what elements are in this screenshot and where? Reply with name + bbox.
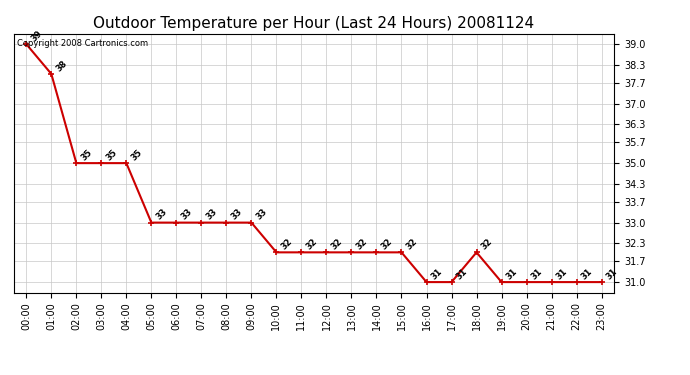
Text: 33: 33 (254, 207, 268, 222)
Text: 31: 31 (504, 267, 519, 281)
Text: 38: 38 (54, 58, 68, 73)
Text: 32: 32 (380, 237, 394, 252)
Text: 32: 32 (279, 237, 294, 252)
Text: 32: 32 (329, 237, 344, 252)
Text: 32: 32 (480, 237, 494, 252)
Title: Outdoor Temperature per Hour (Last 24 Hours) 20081124: Outdoor Temperature per Hour (Last 24 Ho… (93, 16, 535, 31)
Text: Copyright 2008 Cartronics.com: Copyright 2008 Cartronics.com (17, 39, 148, 48)
Text: 32: 32 (304, 237, 319, 252)
Text: 33: 33 (154, 207, 168, 222)
Text: 32: 32 (404, 237, 419, 252)
Text: 31: 31 (604, 267, 619, 281)
Text: 35: 35 (104, 148, 119, 162)
Text: 33: 33 (204, 207, 219, 222)
Text: 39: 39 (29, 29, 43, 44)
Text: 31: 31 (529, 267, 544, 281)
Text: 31: 31 (580, 267, 594, 281)
Text: 33: 33 (229, 207, 244, 222)
Text: 31: 31 (554, 267, 569, 281)
Text: 32: 32 (354, 237, 369, 252)
Text: 35: 35 (79, 148, 94, 162)
Text: 35: 35 (129, 148, 144, 162)
Text: 33: 33 (179, 207, 194, 222)
Text: 31: 31 (454, 267, 469, 281)
Text: 31: 31 (429, 267, 444, 281)
